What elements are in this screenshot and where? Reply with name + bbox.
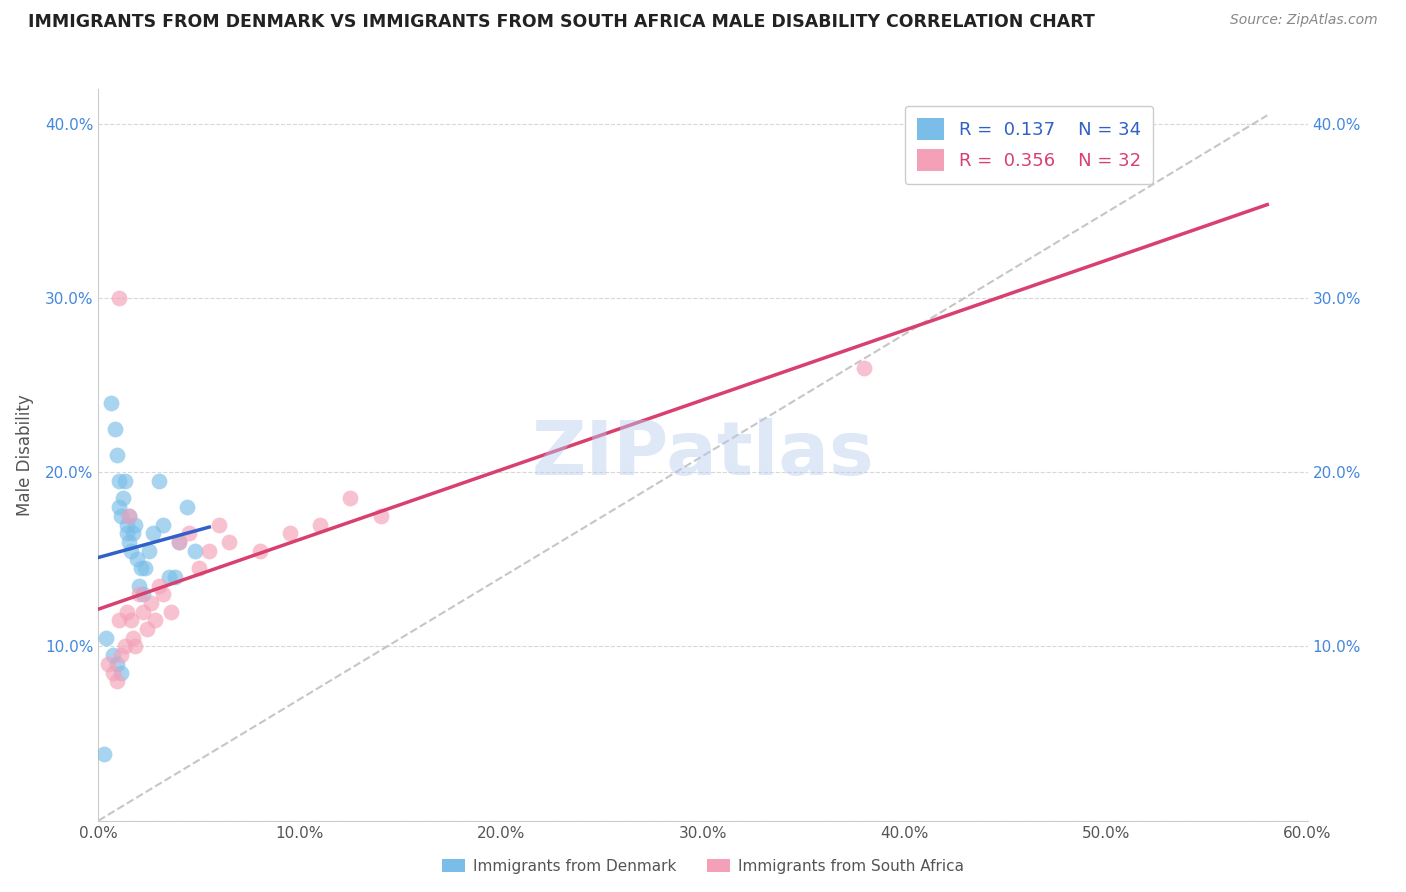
Point: [115, 526, 138, 541]
Point: [118, 508, 141, 523]
Text: IMMIGRANTS FROM DENMARK VS IMMIGRANTS FROM SOUTH AFRICA MALE DISABILITY CORRELAT: IMMIGRANTS FROM DENMARK VS IMMIGRANTS FR…: [28, 13, 1095, 31]
Point: [107, 291, 129, 305]
Point: [163, 570, 186, 584]
Point: [124, 640, 146, 654]
Legend: R =  0.137    N = 34, R =  0.356    N = 32: R = 0.137 N = 34, R = 0.356 N = 32: [904, 105, 1153, 184]
Point: [184, 543, 207, 558]
Point: [309, 517, 332, 532]
Point: [138, 543, 160, 558]
Point: [107, 500, 129, 515]
Point: [167, 535, 190, 549]
Text: ZIPatlas: ZIPatlas: [531, 418, 875, 491]
Point: [152, 587, 174, 601]
Point: [135, 622, 157, 636]
Point: [103, 422, 125, 436]
Point: [111, 491, 134, 506]
Point: [132, 605, 155, 619]
Point: [152, 517, 174, 532]
Point: [115, 517, 138, 532]
Point: [124, 517, 146, 532]
Point: [128, 578, 150, 592]
Point: [176, 500, 198, 515]
Point: [121, 526, 143, 541]
Point: [129, 561, 152, 575]
Point: [110, 665, 132, 680]
Point: [132, 587, 155, 601]
Point: [118, 535, 141, 549]
Point: [105, 674, 128, 689]
Point: [198, 543, 221, 558]
Point: [120, 543, 142, 558]
Point: [148, 578, 170, 592]
Point: [93, 747, 115, 762]
Point: [115, 605, 138, 619]
Point: [188, 561, 211, 575]
Point: [148, 474, 170, 488]
Point: [114, 474, 136, 488]
Point: [118, 508, 141, 523]
Point: [853, 360, 876, 375]
Y-axis label: Male Disability: Male Disability: [15, 394, 34, 516]
Point: [143, 613, 166, 627]
Point: [128, 587, 150, 601]
Point: [278, 526, 301, 541]
Point: [134, 561, 156, 575]
Point: [160, 605, 183, 619]
Point: [157, 570, 180, 584]
Point: [120, 613, 142, 627]
Point: [110, 508, 132, 523]
Point: [218, 535, 240, 549]
Point: [167, 535, 190, 549]
Legend: Immigrants from Denmark, Immigrants from South Africa: Immigrants from Denmark, Immigrants from…: [436, 853, 970, 880]
Point: [107, 474, 129, 488]
Point: [107, 613, 129, 627]
Point: [114, 640, 136, 654]
Point: [101, 648, 124, 663]
Point: [97, 657, 120, 671]
Point: [105, 448, 128, 462]
Point: [139, 596, 162, 610]
Point: [100, 395, 122, 409]
Point: [370, 508, 392, 523]
Point: [96, 631, 118, 645]
Point: [249, 543, 271, 558]
Point: [179, 526, 201, 541]
Text: Source: ZipAtlas.com: Source: ZipAtlas.com: [1230, 13, 1378, 28]
Point: [208, 517, 231, 532]
Point: [142, 526, 165, 541]
Point: [110, 648, 132, 663]
Point: [125, 552, 148, 566]
Point: [339, 491, 361, 506]
Point: [101, 665, 124, 680]
Point: [121, 631, 143, 645]
Point: [105, 657, 128, 671]
